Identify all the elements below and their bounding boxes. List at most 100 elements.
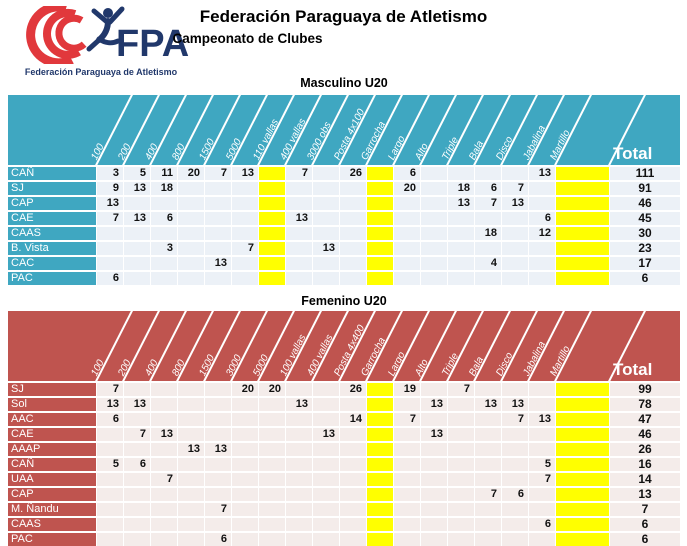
score-cell xyxy=(124,227,150,240)
score-cell xyxy=(259,197,285,210)
score-cell xyxy=(97,227,123,240)
table-row: CAAS 6 6 xyxy=(8,518,680,531)
score-cell: 13 xyxy=(421,398,447,411)
score-cell xyxy=(394,428,420,441)
score-cell xyxy=(529,272,555,285)
column-header-100-vallas: 100 vallas xyxy=(278,332,309,378)
score-cell xyxy=(151,398,177,411)
column-header-5000: 5000 xyxy=(224,137,245,162)
score-cell xyxy=(313,167,339,180)
score-cell xyxy=(124,533,150,546)
score-cell xyxy=(421,167,447,180)
score-cell xyxy=(232,533,258,546)
score-cell xyxy=(394,272,420,285)
score-cell: 13 xyxy=(421,428,447,441)
score-cell xyxy=(178,488,204,501)
score-cell: 6 xyxy=(124,458,150,471)
score-cell xyxy=(475,443,501,456)
table-row: SJ 7 20 20 26 19 7 99 xyxy=(8,383,680,396)
score-cell xyxy=(259,212,285,225)
column-header-alto: Alto xyxy=(413,141,431,162)
club-cell: PAC xyxy=(8,533,96,546)
score-cell xyxy=(448,227,474,240)
club-cell: UAA xyxy=(8,473,96,486)
score-cell: 6 xyxy=(97,413,123,426)
column-header-jabalina: Jabalina xyxy=(521,339,548,378)
score-cell xyxy=(232,488,258,501)
score-cell xyxy=(394,443,420,456)
score-cell xyxy=(502,257,528,270)
score-cell xyxy=(313,503,339,516)
score-cell: 7 xyxy=(124,428,150,441)
score-cell xyxy=(97,518,123,531)
score-cell xyxy=(259,473,285,486)
score-cell xyxy=(556,518,609,531)
score-cell: 20 xyxy=(178,167,204,180)
score-cell xyxy=(232,473,258,486)
score-cell xyxy=(205,242,231,255)
score-cell: 13 xyxy=(529,167,555,180)
score-cell xyxy=(394,458,420,471)
score-cell xyxy=(178,182,204,195)
score-cell xyxy=(259,398,285,411)
score-cell xyxy=(205,212,231,225)
score-cell xyxy=(367,257,393,270)
total-cell: 26 xyxy=(610,443,680,456)
score-cell xyxy=(178,518,204,531)
club-cell: Sol xyxy=(8,398,96,411)
score-cell xyxy=(421,533,447,546)
club-cell: AAC xyxy=(8,413,96,426)
score-cell xyxy=(232,518,258,531)
score-cell xyxy=(502,227,528,240)
score-cell xyxy=(232,227,258,240)
score-cell: 5 xyxy=(529,458,555,471)
fpa-logo: FPA Federación Paraguaya de Atletismo xyxy=(12,2,190,77)
column-header-400-vallas: 400 vallas xyxy=(278,116,309,162)
score-cell: 6 xyxy=(394,167,420,180)
score-cell xyxy=(448,212,474,225)
score-cell xyxy=(502,167,528,180)
score-cell xyxy=(367,488,393,501)
score-cell xyxy=(475,242,501,255)
club-cell: CAE xyxy=(8,212,96,225)
score-cell: 6 xyxy=(205,533,231,546)
column-header-200: 200 xyxy=(116,142,134,162)
score-cell xyxy=(313,383,339,396)
score-cell xyxy=(529,383,555,396)
score-cell xyxy=(232,458,258,471)
score-cell xyxy=(286,473,312,486)
score-cell xyxy=(151,458,177,471)
club-cell: CAP xyxy=(8,488,96,501)
score-cell xyxy=(124,257,150,270)
score-cell xyxy=(502,212,528,225)
score-cell xyxy=(367,443,393,456)
score-cell: 6 xyxy=(151,212,177,225)
score-cell xyxy=(421,383,447,396)
score-cell xyxy=(286,272,312,285)
column-header-garrocha: Garrocha xyxy=(359,335,388,378)
score-cell xyxy=(178,398,204,411)
score-cell: 7 xyxy=(502,413,528,426)
score-cell: 13 xyxy=(502,398,528,411)
score-cell xyxy=(556,428,609,441)
score-cell xyxy=(151,488,177,501)
score-cell xyxy=(421,272,447,285)
score-cell xyxy=(529,257,555,270)
score-cell: 7 xyxy=(151,473,177,486)
score-cell xyxy=(340,212,366,225)
score-cell: 13 xyxy=(124,212,150,225)
score-cell xyxy=(286,518,312,531)
score-cell xyxy=(475,503,501,516)
score-cell xyxy=(151,533,177,546)
total-cell: 99 xyxy=(610,383,680,396)
score-cell xyxy=(151,257,177,270)
score-cell xyxy=(556,257,609,270)
score-cell xyxy=(556,197,609,210)
score-cell: 13 xyxy=(286,212,312,225)
fpa-acronym: FPA xyxy=(116,23,189,64)
column-header-1500: 1500 xyxy=(197,353,218,378)
score-cell xyxy=(556,167,609,180)
score-cell xyxy=(232,428,258,441)
score-cell: 20 xyxy=(259,383,285,396)
score-cell: 7 xyxy=(475,488,501,501)
